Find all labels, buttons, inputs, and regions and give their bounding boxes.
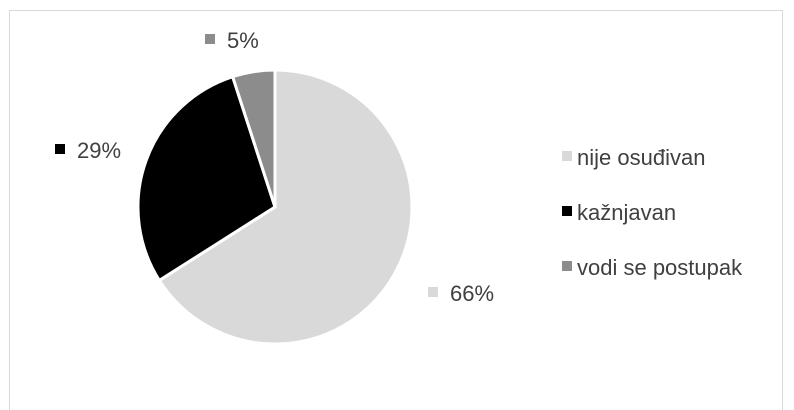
legend-entry: kažnjavan — [577, 200, 676, 225]
legend-swatch — [562, 206, 572, 216]
data-label: 66% — [450, 281, 494, 306]
data-label-swatch — [428, 287, 438, 297]
pie-slices — [136, 68, 414, 346]
legend-entry: vodi se postupak — [577, 255, 743, 280]
pie-slice — [230, 68, 277, 208]
data-label-swatch — [55, 144, 65, 154]
legend-swatch — [562, 261, 572, 271]
data-labels: 66% 29% 5% — [55, 28, 494, 306]
data-label: 5% — [227, 28, 259, 53]
pie-slice — [157, 68, 414, 346]
data-label: 29% — [77, 138, 121, 163]
legend-swatch — [562, 151, 572, 161]
pie-slice — [136, 74, 277, 283]
legend-entry: nije osuđivan — [577, 145, 705, 170]
legend: nije osuđivan kažnjavan vodi se postupak — [562, 145, 743, 280]
data-label-swatch — [205, 34, 215, 44]
chart-frame — [9, 10, 783, 410]
